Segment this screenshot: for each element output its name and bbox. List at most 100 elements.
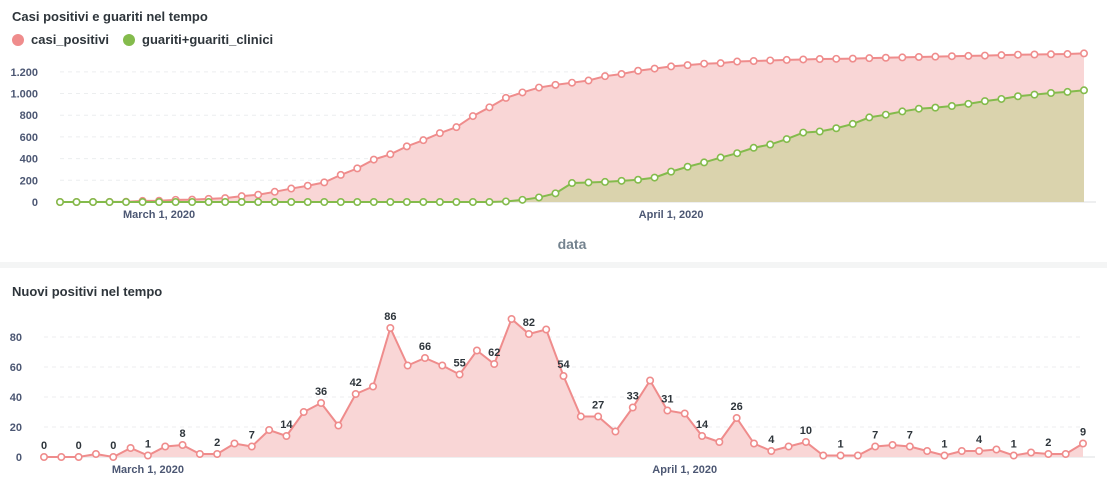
data-point[interactable] xyxy=(74,453,83,462)
data-point[interactable] xyxy=(663,406,672,415)
data-point[interactable] xyxy=(733,57,742,66)
data-point[interactable] xyxy=(299,408,308,417)
data-point[interactable] xyxy=(386,150,395,159)
data-point[interactable] xyxy=(832,54,841,63)
data-point[interactable] xyxy=(964,99,973,108)
data-point[interactable] xyxy=(420,354,429,363)
data-point[interactable] xyxy=(204,198,213,207)
data-point[interactable] xyxy=(898,53,907,62)
data-point[interactable] xyxy=(89,198,98,207)
data-point[interactable] xyxy=(419,136,428,145)
data-point[interactable] xyxy=(402,198,411,207)
data-point[interactable] xyxy=(369,382,378,391)
data-point[interactable] xyxy=(997,51,1006,60)
data-point[interactable] xyxy=(336,170,345,179)
data-point[interactable] xyxy=(957,447,966,456)
data-point[interactable] xyxy=(438,361,447,370)
data-point[interactable] xyxy=(353,198,362,207)
data-point[interactable] xyxy=(468,112,477,121)
data-point[interactable] xyxy=(178,441,187,450)
data-point[interactable] xyxy=(567,179,576,188)
data-point[interactable] xyxy=(1063,50,1072,59)
data-point[interactable] xyxy=(188,198,197,207)
data-point[interactable] xyxy=(472,346,481,355)
data-point[interactable] xyxy=(195,450,204,459)
data-point[interactable] xyxy=(683,61,692,70)
data-point[interactable] xyxy=(1080,86,1089,95)
data-point[interactable] xyxy=(1013,50,1022,59)
data-point[interactable] xyxy=(559,372,568,381)
data-point[interactable] xyxy=(507,314,516,323)
data-point[interactable] xyxy=(1079,439,1088,448)
data-point[interactable] xyxy=(594,412,603,421)
data-point[interactable] xyxy=(997,94,1006,103)
data-point[interactable] xyxy=(881,53,890,62)
data-point[interactable] xyxy=(992,445,1001,454)
data-point[interactable] xyxy=(975,447,984,456)
data-point[interactable] xyxy=(143,451,152,460)
data-point[interactable] xyxy=(865,54,874,63)
data-point[interactable] xyxy=(683,162,692,171)
data-point[interactable] xyxy=(680,409,689,418)
data-point[interactable] xyxy=(931,103,940,112)
data-point[interactable] xyxy=(815,127,824,136)
data-point[interactable] xyxy=(435,198,444,207)
data-point[interactable] xyxy=(72,198,81,207)
data-point[interactable] xyxy=(1046,50,1055,59)
data-point[interactable] xyxy=(336,198,345,207)
data-point[interactable] xyxy=(888,441,897,450)
data-point[interactable] xyxy=(628,403,637,412)
data-point[interactable] xyxy=(171,198,180,207)
data-point[interactable] xyxy=(402,142,411,151)
data-point[interactable] xyxy=(733,149,742,158)
data-point[interactable] xyxy=(334,421,343,430)
data-point[interactable] xyxy=(980,97,989,106)
data-point[interactable] xyxy=(650,173,659,182)
data-point[interactable] xyxy=(782,55,791,64)
data-point[interactable] xyxy=(782,135,791,144)
data-point[interactable] xyxy=(617,176,626,185)
data-point[interactable] xyxy=(601,72,610,81)
data-point[interactable] xyxy=(353,164,362,173)
data-point[interactable] xyxy=(700,59,709,68)
data-point[interactable] xyxy=(161,442,170,451)
data-point[interactable] xyxy=(524,329,533,338)
data-point[interactable] xyxy=(237,198,246,207)
data-point[interactable] xyxy=(317,399,326,408)
data-point[interactable] xyxy=(853,451,862,460)
data-point[interactable] xyxy=(931,52,940,61)
data-point[interactable] xyxy=(716,59,725,68)
data-point[interactable] xyxy=(213,450,222,459)
data-point[interactable] xyxy=(419,198,428,207)
data-point[interactable] xyxy=(287,198,296,207)
data-point[interactable] xyxy=(617,70,626,79)
data-point[interactable] xyxy=(667,62,676,71)
data-point[interactable] xyxy=(542,325,551,334)
data-point[interactable] xyxy=(914,104,923,113)
data-point[interactable] xyxy=(914,52,923,61)
data-point[interactable] xyxy=(749,143,758,152)
data-point[interactable] xyxy=(247,442,256,451)
data-point[interactable] xyxy=(1013,92,1022,101)
data-point[interactable] xyxy=(799,128,808,137)
data-point[interactable] xyxy=(667,167,676,176)
data-point[interactable] xyxy=(501,197,510,206)
data-point[interactable] xyxy=(584,76,593,85)
data-point[interactable] xyxy=(980,51,989,60)
data-point[interactable] xyxy=(55,198,64,207)
data-point[interactable] xyxy=(91,450,100,459)
data-point[interactable] xyxy=(403,361,412,370)
data-point[interactable] xyxy=(455,370,464,379)
data-point[interactable] xyxy=(650,64,659,73)
data-point[interactable] xyxy=(126,444,135,453)
data-point[interactable] xyxy=(369,198,378,207)
data-point[interactable] xyxy=(452,198,461,207)
data-point[interactable] xyxy=(485,198,494,207)
data-point[interactable] xyxy=(221,198,230,207)
data-point[interactable] xyxy=(766,140,775,149)
legend-item-casi-positivi[interactable]: casi_positivi xyxy=(12,32,109,47)
data-point[interactable] xyxy=(551,189,560,198)
data-point[interactable] xyxy=(836,451,845,460)
data-point[interactable] xyxy=(320,178,329,187)
data-point[interactable] xyxy=(634,175,643,184)
